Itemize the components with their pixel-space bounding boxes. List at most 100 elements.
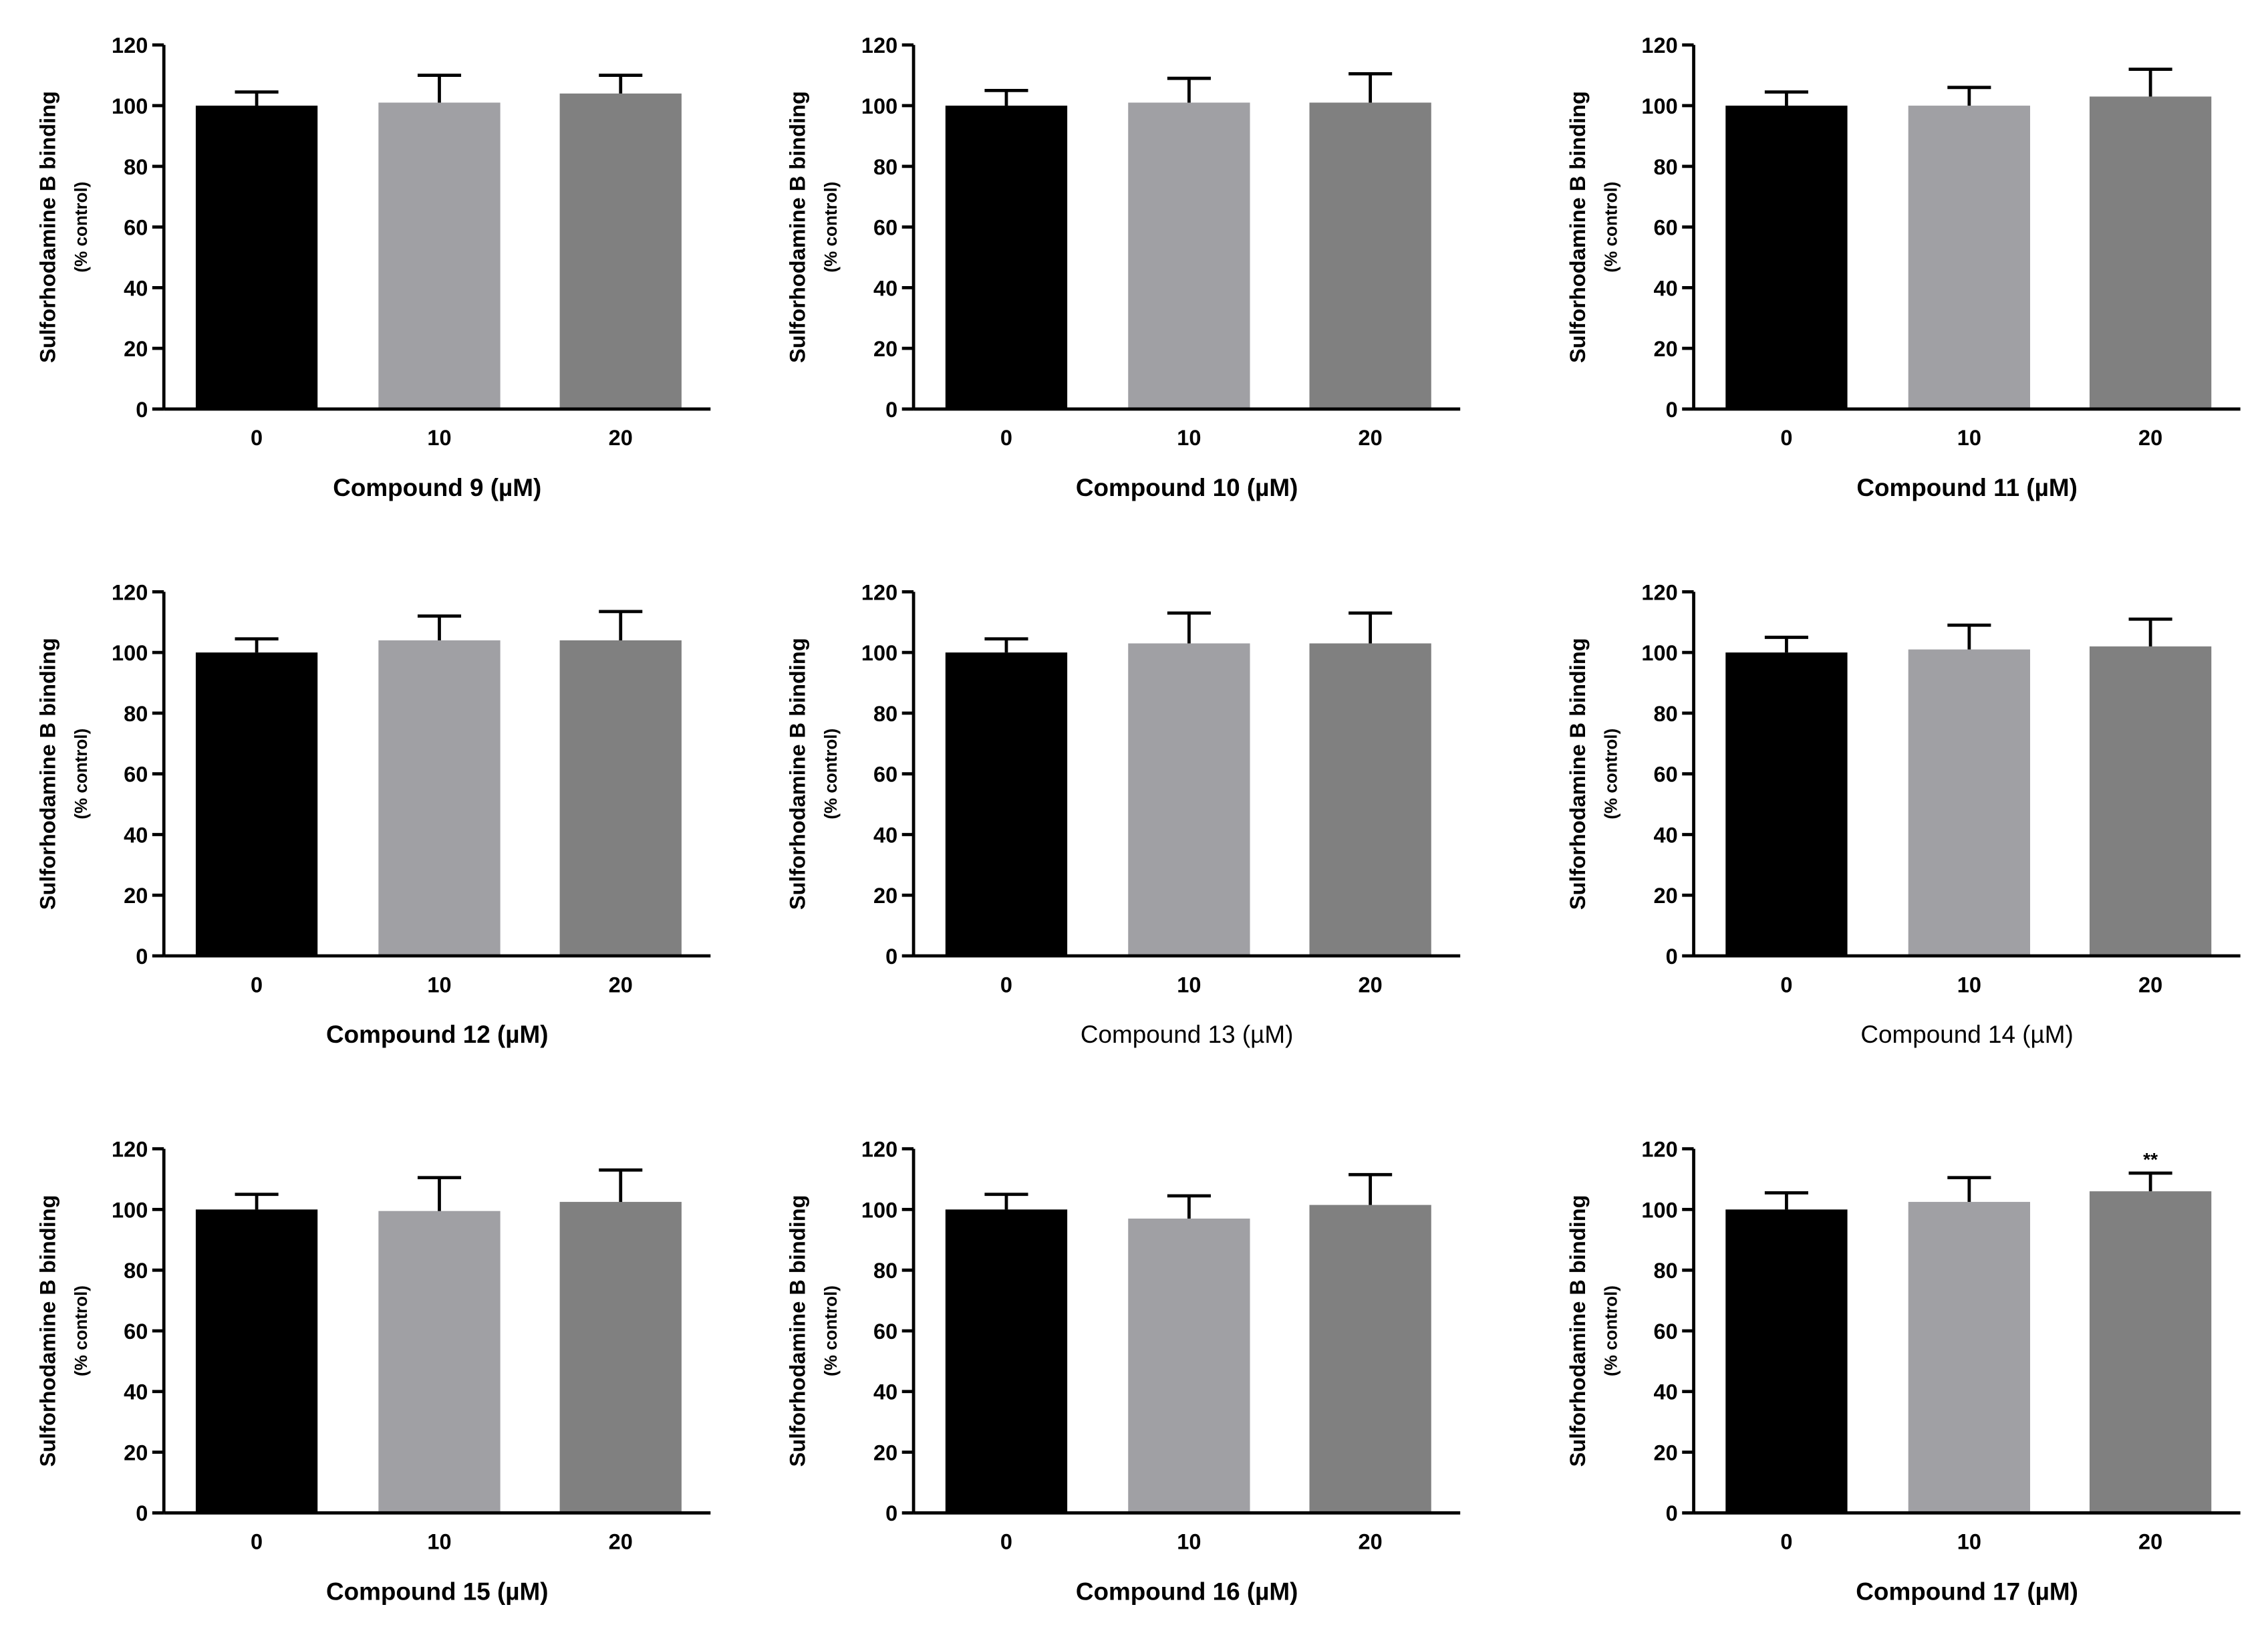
chart-panel-1: 0 10 20 0 20 40 60 80 100 120 Sulforhodamine B bin… xyxy=(35,33,711,501)
y-tick-label: 0 xyxy=(1666,945,1678,969)
y-tick-label: 0 xyxy=(136,945,148,969)
y-axis-sublabel: (% control) xyxy=(821,182,841,273)
chart-panel-7: 0 10 20 0 20 40 60 80 100 120 Sulforhodamine B bin… xyxy=(35,1138,711,1606)
x-axis-label: Compound 15 (µM) xyxy=(326,1578,549,1606)
bar-0 xyxy=(945,106,1068,409)
x-axis-label: Compound 9 (µM) xyxy=(333,474,541,501)
y-tick-label: 60 xyxy=(124,1320,148,1344)
bar-10 xyxy=(1128,643,1250,957)
y-tick-label: 120 xyxy=(1641,33,1677,57)
x-tick-label: 0 xyxy=(251,426,263,450)
y-tick-label: 20 xyxy=(1653,1440,1677,1465)
x-tick-label: 20 xyxy=(2138,1530,2162,1554)
y-tick-label: 0 xyxy=(1666,398,1678,422)
y-tick-label: 120 xyxy=(1641,580,1677,604)
y-axis-sublabel: (% control) xyxy=(71,729,91,820)
y-tick-label: 0 xyxy=(885,945,897,969)
bar-0 xyxy=(945,652,1068,957)
x-axis-label: Compound 17 (µM) xyxy=(1856,1578,2078,1606)
x-tick-label: 10 xyxy=(427,1530,451,1554)
y-axis-label: Sulforhodamine B binding xyxy=(785,638,809,910)
error-bar-0 xyxy=(1764,90,1808,106)
y-axis-label: Sulforhodamine B binding xyxy=(1566,91,1590,363)
bar-0 xyxy=(1725,106,1848,409)
error-bar-20 xyxy=(2128,68,2172,97)
bar-10 xyxy=(1908,106,2030,409)
x-tick-label: 0 xyxy=(1780,973,1792,997)
y-tick-label: 20 xyxy=(1653,884,1677,908)
y-tick-label: 0 xyxy=(136,1501,148,1525)
bar-20 xyxy=(559,93,682,409)
bar-10 xyxy=(1908,649,2030,957)
y-tick-label: 40 xyxy=(124,823,148,847)
y-tick-label: 100 xyxy=(861,641,897,665)
x-tick-label: 0 xyxy=(1000,1530,1012,1554)
bar-0 xyxy=(1725,652,1848,957)
bar-10 xyxy=(1128,1219,1250,1513)
y-tick-label: 40 xyxy=(124,276,148,300)
error-bar-20 xyxy=(2128,617,2172,647)
y-tick-label: 60 xyxy=(1653,763,1677,787)
x-tick-label: 10 xyxy=(1957,1530,1981,1554)
error-bar-20 xyxy=(599,74,643,94)
y-axis-sublabel: (% control) xyxy=(821,729,841,820)
y-tick-label: 40 xyxy=(124,1380,148,1404)
chart-panel-9: 0 10 ** 20 0 20 40 60 80 100 120 Sulforhodamine B b… xyxy=(1566,1138,2241,1606)
y-tick-label: 120 xyxy=(112,33,148,57)
error-bar-0 xyxy=(984,1192,1028,1210)
x-tick-label: 10 xyxy=(427,973,451,997)
bar-10 xyxy=(1908,1202,2030,1513)
y-tick-label: 20 xyxy=(124,884,148,908)
y-tick-label: 80 xyxy=(1653,1259,1677,1283)
error-bar-0 xyxy=(1764,636,1808,653)
y-tick-label: 60 xyxy=(1653,216,1677,240)
y-tick-label: 0 xyxy=(1666,1501,1678,1525)
y-tick-label: 120 xyxy=(861,33,897,57)
y-tick-label: 80 xyxy=(873,1259,897,1283)
y-tick-label: 40 xyxy=(873,823,897,847)
error-bar-20 xyxy=(1349,1172,1393,1205)
y-tick-label: 120 xyxy=(112,1138,148,1162)
bar-20 xyxy=(559,640,682,957)
y-tick-label: 100 xyxy=(1641,94,1677,118)
y-tick-label: 100 xyxy=(112,94,148,118)
x-tick-label: 0 xyxy=(1780,426,1792,450)
y-axis-label: Sulforhodamine B binding xyxy=(1566,638,1590,910)
y-axis-label: Sulforhodamine B binding xyxy=(35,638,59,910)
error-bar-10 xyxy=(417,74,462,103)
y-tick-label: 60 xyxy=(124,216,148,240)
x-tick-label: 0 xyxy=(251,973,263,997)
y-tick-label: 80 xyxy=(873,702,897,726)
chart-panel-8: 0 10 20 0 20 40 60 80 100 120 Sulforhodamine B bin… xyxy=(785,1138,1461,1606)
error-bar-20 xyxy=(1349,611,1393,644)
x-axis-label: Compound 11 (µM) xyxy=(1856,474,2078,501)
bar-20 xyxy=(2089,1191,2212,1513)
y-tick-label: 60 xyxy=(873,763,897,787)
bar-10 xyxy=(378,102,501,409)
y-tick-label: 120 xyxy=(861,1138,897,1162)
y-axis-label: Sulforhodamine B binding xyxy=(1566,1195,1590,1467)
x-tick-label: 20 xyxy=(1359,426,1383,450)
y-tick-label: 80 xyxy=(124,702,148,726)
y-tick-label: 40 xyxy=(873,1380,897,1404)
bar-0 xyxy=(945,1209,1068,1513)
error-bar-20 xyxy=(2128,1171,2172,1192)
y-tick-label: 60 xyxy=(873,216,897,240)
y-axis-label: Sulforhodamine B binding xyxy=(785,1195,809,1467)
error-bar-10 xyxy=(1167,1194,1211,1219)
x-tick-label: 20 xyxy=(609,973,633,997)
x-tick-label: 10 xyxy=(1957,973,1981,997)
error-bar-0 xyxy=(984,637,1028,653)
bar-10 xyxy=(378,1211,501,1513)
x-tick-label: 20 xyxy=(2138,426,2162,450)
bar-0 xyxy=(195,106,318,409)
y-tick-label: 80 xyxy=(124,155,148,179)
error-bar-10 xyxy=(417,1176,462,1211)
y-axis-sublabel: (% control) xyxy=(1601,729,1621,820)
x-tick-label: 0 xyxy=(1780,1530,1792,1554)
bar-20 xyxy=(1309,1205,1431,1513)
bar-0 xyxy=(1725,1209,1848,1513)
error-bar-0 xyxy=(235,90,279,106)
y-tick-label: 40 xyxy=(1653,823,1677,847)
